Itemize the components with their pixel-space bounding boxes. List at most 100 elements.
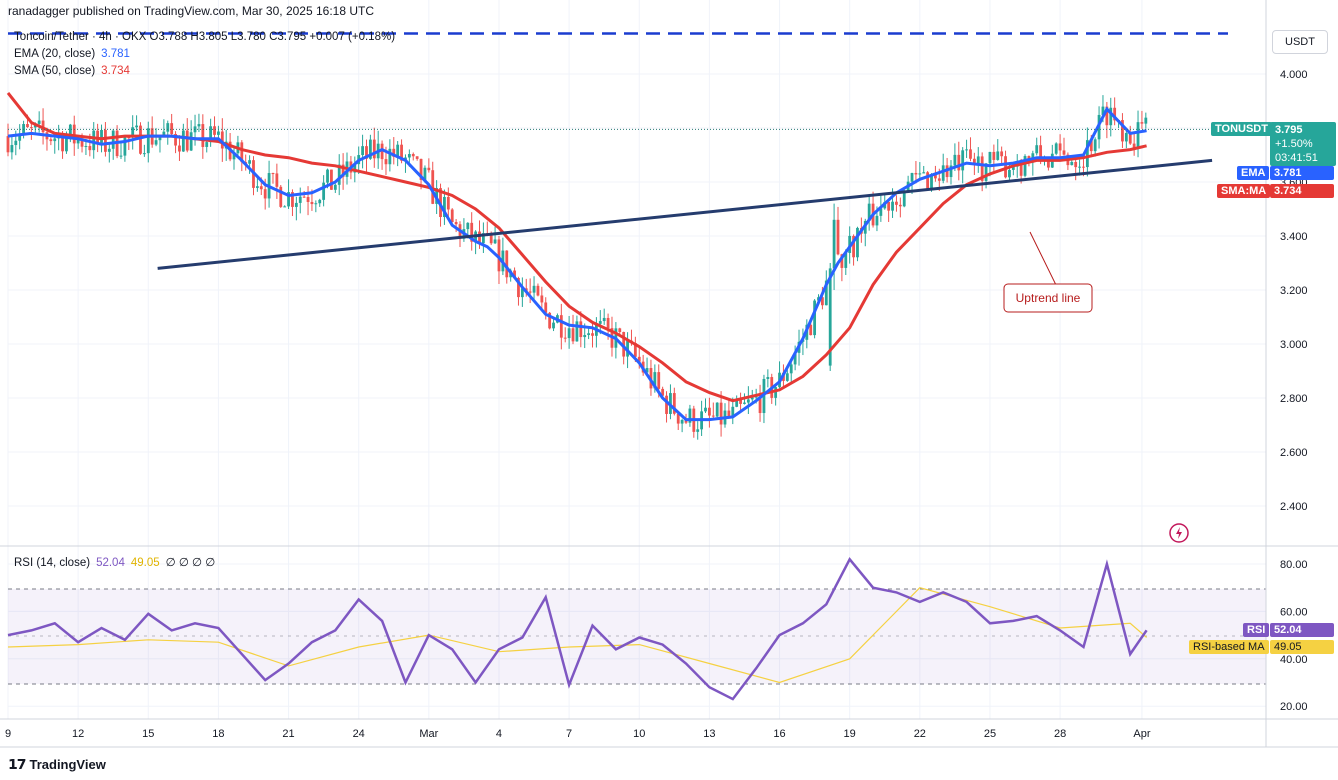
candle-countdown: 03:41:51 (1275, 152, 1318, 164)
candle-body (185, 130, 189, 151)
candle-body (571, 328, 575, 342)
candle-body (263, 189, 267, 199)
candle-body (676, 413, 680, 424)
candle-body (813, 300, 817, 336)
candle-body (774, 387, 778, 398)
candle-body (583, 335, 587, 338)
candle-body (493, 239, 497, 244)
candle-body (341, 164, 345, 177)
candle-body (72, 124, 76, 144)
candle-body (154, 140, 158, 145)
candle-body (174, 133, 177, 146)
candle-body (68, 124, 72, 138)
tradingview-footer[interactable]: 𝟭𝟳 TradingView (8, 756, 106, 773)
currency-button[interactable]: USDT (1272, 30, 1328, 54)
candle-body (895, 201, 898, 205)
candle-body (836, 219, 840, 255)
candle-body (980, 156, 984, 181)
candle-body (785, 373, 789, 381)
candle-body (856, 227, 859, 258)
ohlc-text: Toncoin/Tether · 4h · OKX O3.788 H3.805 … (14, 31, 396, 43)
candle-body (287, 192, 290, 207)
candle-body (552, 322, 555, 329)
candle-body (591, 333, 594, 336)
candle-body (310, 201, 314, 205)
candle-body (107, 148, 111, 152)
candle-body (119, 155, 123, 157)
candle-body (988, 151, 992, 164)
candle-body (162, 131, 166, 137)
rsi-tag: RSI (1243, 623, 1270, 637)
candle-body (283, 206, 287, 208)
rsi-tick-label: 80.00 (1280, 559, 1308, 571)
sma-legend-value: 3.734 (101, 65, 130, 77)
candle-body (96, 130, 100, 143)
candle-body (961, 150, 965, 171)
candle-body (1008, 169, 1011, 178)
candle-body (392, 148, 396, 157)
candle-body (80, 138, 84, 147)
candle-body (135, 125, 138, 128)
candle-body (618, 328, 622, 332)
ema-price-tag: 3.781 (1270, 166, 1334, 180)
time-tick-label: Apr (1133, 728, 1150, 740)
candle-body (941, 165, 945, 181)
candle-body (271, 173, 275, 175)
candle-body (758, 396, 762, 414)
candle-body (248, 160, 251, 164)
candle-body (259, 186, 263, 190)
candle-body (197, 124, 201, 127)
candle-body (637, 356, 641, 362)
candle-body (930, 174, 933, 189)
time-tick-label: 4 (496, 728, 502, 740)
chart-grid (7, 0, 1266, 719)
candle-body (949, 165, 953, 178)
candle-body (37, 120, 41, 124)
candle-body (793, 352, 797, 365)
candle-body (563, 337, 567, 339)
bolt-icon[interactable] (1169, 523, 1189, 543)
time-tick-label: 10 (633, 728, 645, 740)
candle-body (1136, 122, 1140, 149)
candle-body (1082, 166, 1085, 168)
candle-body (559, 315, 563, 338)
rsi-legend-value: 52.04 (96, 557, 125, 569)
sma-legend[interactable]: SMA (50, close) 3.734 (14, 65, 130, 77)
candle-body (193, 126, 197, 133)
candle-body (29, 127, 33, 129)
candle-body (1089, 140, 1093, 152)
candle-body (1074, 161, 1078, 168)
candle-body (189, 132, 193, 151)
candle-body (844, 252, 848, 268)
price-tick-label: 3.200 (1280, 285, 1308, 297)
candle-body (166, 123, 170, 132)
candle-body (1121, 120, 1124, 142)
candle-body (111, 130, 115, 149)
candle-body (22, 124, 25, 134)
last-price-value: 3.795 (1275, 124, 1303, 136)
rsi-legend-extra: ∅ ∅ ∅ ∅ (165, 557, 216, 569)
candle-body (6, 136, 10, 153)
candle-body (368, 139, 372, 159)
candle-body (49, 139, 53, 142)
candle-body (532, 285, 536, 293)
candle-body (1132, 143, 1136, 149)
candle-body (220, 131, 224, 149)
rsi-legend[interactable]: RSI (14, close) 52.04 49.05 ∅ ∅ ∅ ∅ (14, 555, 215, 569)
candle-body (361, 146, 364, 156)
candle-body (419, 158, 423, 180)
price-tick-label: 3.000 (1280, 339, 1308, 351)
rsi-ma-legend-value: 49.05 (130, 557, 160, 569)
candle-body (711, 415, 715, 417)
candle-body (606, 317, 610, 329)
candle-body (139, 125, 142, 154)
uptrend-line (157, 158, 1213, 270)
candle-body (1113, 107, 1117, 121)
candle-body (1004, 156, 1007, 178)
candle-body (353, 164, 357, 173)
candle-body (1128, 133, 1132, 144)
candle-body (427, 167, 431, 171)
ohlc-legend: Toncoin/Tether · 4h · OKX O3.788 H3.805 … (14, 31, 395, 43)
candle-body (754, 396, 758, 398)
ema-legend[interactable]: EMA (20, close) 3.781 (14, 48, 130, 60)
